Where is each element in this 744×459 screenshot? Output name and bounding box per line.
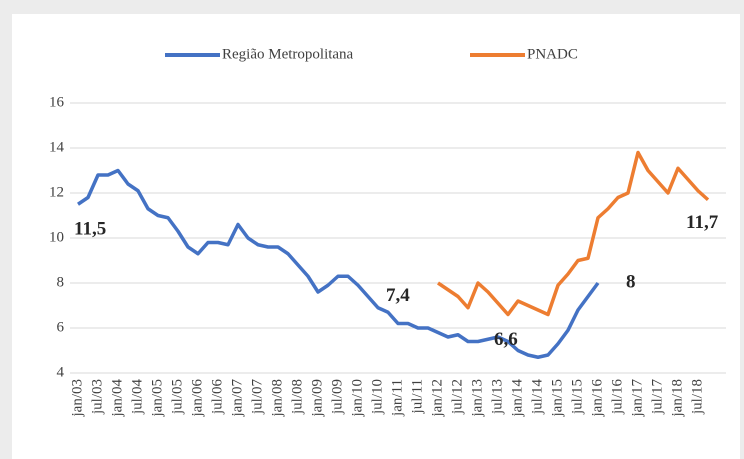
x-tick-label: jul/03 bbox=[89, 379, 105, 415]
x-tick-label: jul/09 bbox=[329, 379, 345, 415]
x-tick-label: jan/08 bbox=[269, 379, 285, 418]
x-tick-label: jul/11 bbox=[409, 379, 425, 414]
y-tick-label: 4 bbox=[57, 364, 65, 380]
x-tick-label: jul/08 bbox=[289, 379, 305, 415]
line-series bbox=[437, 150, 710, 317]
x-tick-label: jul/16 bbox=[609, 379, 625, 416]
x-tick-label: jul/10 bbox=[369, 379, 385, 415]
x-tick-label: jul/17 bbox=[649, 379, 665, 416]
data-label: 6,6 bbox=[494, 329, 518, 350]
y-tick-label: 14 bbox=[49, 139, 65, 155]
line-series bbox=[77, 168, 600, 359]
x-tick-label: jul/04 bbox=[129, 379, 145, 416]
x-tick-label: jul/06 bbox=[209, 379, 225, 416]
x-tick-label: jan/15 bbox=[549, 379, 565, 418]
y-tick-label: 6 bbox=[57, 319, 65, 335]
data-label: 11,7 bbox=[686, 212, 719, 233]
y-tick-label: 16 bbox=[49, 94, 65, 110]
x-tick-label: jan/11 bbox=[389, 379, 405, 417]
data-label: 8 bbox=[626, 271, 636, 292]
x-tick-label: jan/06 bbox=[189, 379, 205, 418]
x-tick-label: jul/15 bbox=[569, 379, 585, 415]
data-label: 11,5 bbox=[74, 219, 106, 240]
x-tick-label: jul/05 bbox=[169, 379, 185, 415]
x-tick-label: jan/09 bbox=[309, 379, 325, 418]
x-tick-label: jan/14 bbox=[509, 379, 525, 418]
x-tick-label: jan/04 bbox=[109, 379, 125, 418]
x-tick-label: jan/13 bbox=[469, 379, 485, 418]
x-tick-label: jan/16 bbox=[589, 379, 605, 418]
x-tick-label: jan/18 bbox=[669, 379, 685, 418]
data-label: 7,4 bbox=[386, 285, 410, 306]
x-tick-label: jan/07 bbox=[229, 379, 245, 418]
x-tick-label: jul/13 bbox=[489, 379, 505, 415]
x-tick-label: jul/07 bbox=[249, 379, 265, 416]
x-tick-label: jul/18 bbox=[689, 379, 705, 415]
x-tick-label: jan/05 bbox=[149, 379, 165, 418]
y-tick-label: 8 bbox=[57, 274, 65, 290]
x-tick-label: jan/17 bbox=[629, 379, 645, 418]
legend-label: Região Metropolitana bbox=[222, 46, 354, 62]
legend-label: PNADC bbox=[527, 46, 578, 62]
x-tick-label: jul/14 bbox=[529, 379, 545, 416]
x-tick-label: jan/12 bbox=[429, 379, 445, 418]
y-tick-label: 10 bbox=[49, 229, 64, 245]
x-tick-label: jan/10 bbox=[349, 379, 365, 418]
chart-area bbox=[12, 14, 740, 459]
y-tick-label: 12 bbox=[49, 184, 64, 200]
x-tick-label: jul/12 bbox=[449, 379, 465, 415]
x-tick-label: jan/03 bbox=[69, 379, 85, 418]
